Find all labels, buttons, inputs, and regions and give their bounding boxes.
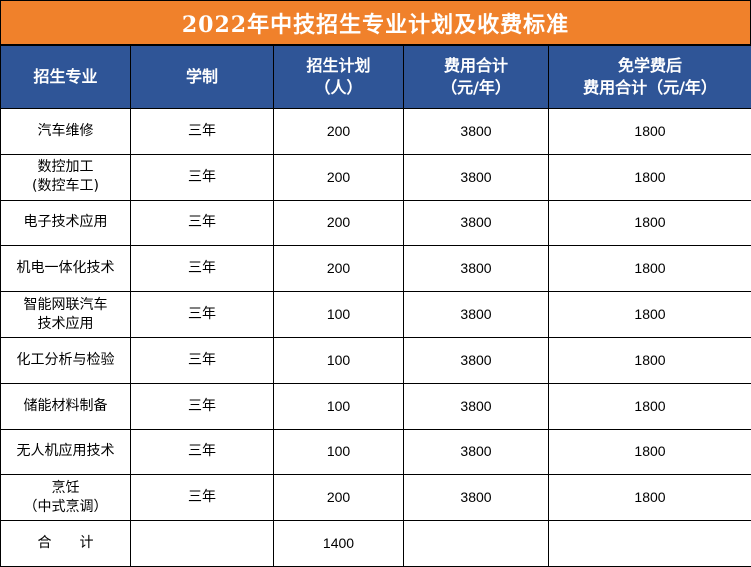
total-plan: 1400 bbox=[274, 521, 404, 567]
header-row: 招生专业 学制 招生计划 （人） 费用合计 （元/年） 免学费后 费用合计（元/… bbox=[1, 46, 751, 109]
fee-after-cell: 1800 bbox=[549, 337, 751, 383]
duration-cell: 三年 bbox=[131, 337, 274, 383]
duration-cell: 三年 bbox=[131, 154, 274, 200]
major-cell: 电子技术应用 bbox=[1, 200, 131, 246]
major-cell: 机电一体化技术 bbox=[1, 246, 131, 292]
table-row: 化工分析与检验 三年 100 3800 1800 bbox=[1, 337, 751, 383]
fee-after-cell: 1800 bbox=[549, 429, 751, 475]
fee-after-cell: 1800 bbox=[549, 246, 751, 292]
header-duration: 学制 bbox=[131, 46, 274, 109]
major-cell: 智能网联汽车 技术应用 bbox=[1, 292, 131, 338]
table-row: 无人机应用技术 三年 100 3800 1800 bbox=[1, 429, 751, 475]
fee-cell: 3800 bbox=[404, 337, 549, 383]
duration-cell: 三年 bbox=[131, 200, 274, 246]
plan-cell: 200 bbox=[274, 475, 404, 521]
duration-cell: 三年 bbox=[131, 429, 274, 475]
fee-after-cell: 1800 bbox=[549, 200, 751, 246]
plan-cell: 200 bbox=[274, 200, 404, 246]
fee-cell: 3800 bbox=[404, 383, 549, 429]
total-fee-after-cell bbox=[549, 521, 751, 567]
fee-cell: 3800 bbox=[404, 109, 549, 155]
table-row: 储能材料制备 三年 100 3800 1800 bbox=[1, 383, 751, 429]
plan-cell: 200 bbox=[274, 109, 404, 155]
total-duration-cell bbox=[131, 521, 274, 567]
fee-after-cell: 1800 bbox=[549, 383, 751, 429]
major-cell: 无人机应用技术 bbox=[1, 429, 131, 475]
plan-cell: 200 bbox=[274, 246, 404, 292]
major-cell: 化工分析与检验 bbox=[1, 337, 131, 383]
duration-cell: 三年 bbox=[131, 383, 274, 429]
major-cell: 烹饪 （中式烹调） bbox=[1, 475, 131, 521]
plan-cell: 100 bbox=[274, 337, 404, 383]
fee-after-cell: 1800 bbox=[549, 475, 751, 521]
fee-cell: 3800 bbox=[404, 154, 549, 200]
total-fee-cell bbox=[404, 521, 549, 567]
plan-cell: 100 bbox=[274, 429, 404, 475]
table-row: 汽车维修 三年 200 3800 1800 bbox=[1, 109, 751, 155]
total-label: 合 计 bbox=[1, 521, 131, 567]
major-cell: 数控加工 (数控车工) bbox=[1, 154, 131, 200]
table-row: 电子技术应用 三年 200 3800 1800 bbox=[1, 200, 751, 246]
duration-cell: 三年 bbox=[131, 292, 274, 338]
header-major: 招生专业 bbox=[1, 46, 131, 109]
fee-cell: 3800 bbox=[404, 246, 549, 292]
fee-after-cell: 1800 bbox=[549, 154, 751, 200]
duration-cell: 三年 bbox=[131, 246, 274, 292]
major-cell: 汽车维修 bbox=[1, 109, 131, 155]
plan-cell: 100 bbox=[274, 292, 404, 338]
table-row: 烹饪 （中式烹调） 三年 200 3800 1800 bbox=[1, 475, 751, 521]
table-row: 机电一体化技术 三年 200 3800 1800 bbox=[1, 246, 751, 292]
fee-cell: 3800 bbox=[404, 292, 549, 338]
duration-cell: 三年 bbox=[131, 109, 274, 155]
fee-cell: 3800 bbox=[404, 475, 549, 521]
table-row: 智能网联汽车 技术应用 三年 100 3800 1800 bbox=[1, 292, 751, 338]
page-title: 2022年中技招生专业计划及收费标准 bbox=[0, 0, 751, 45]
major-cell: 储能材料制备 bbox=[1, 383, 131, 429]
header-fee: 费用合计 （元/年） bbox=[404, 46, 549, 109]
fee-table: 招生专业 学制 招生计划 （人） 费用合计 （元/年） 免学费后 费用合计（元/… bbox=[0, 45, 751, 567]
table-row: 数控加工 (数控车工) 三年 200 3800 1800 bbox=[1, 154, 751, 200]
duration-cell: 三年 bbox=[131, 475, 274, 521]
total-row: 合 计 1400 bbox=[1, 521, 751, 567]
header-plan: 招生计划 （人） bbox=[274, 46, 404, 109]
header-fee-after: 免学费后 费用合计（元/年） bbox=[549, 46, 751, 109]
fee-after-cell: 1800 bbox=[549, 109, 751, 155]
plan-cell: 100 bbox=[274, 383, 404, 429]
fee-after-cell: 1800 bbox=[549, 292, 751, 338]
fee-cell: 3800 bbox=[404, 429, 549, 475]
fee-cell: 3800 bbox=[404, 200, 549, 246]
plan-cell: 200 bbox=[274, 154, 404, 200]
